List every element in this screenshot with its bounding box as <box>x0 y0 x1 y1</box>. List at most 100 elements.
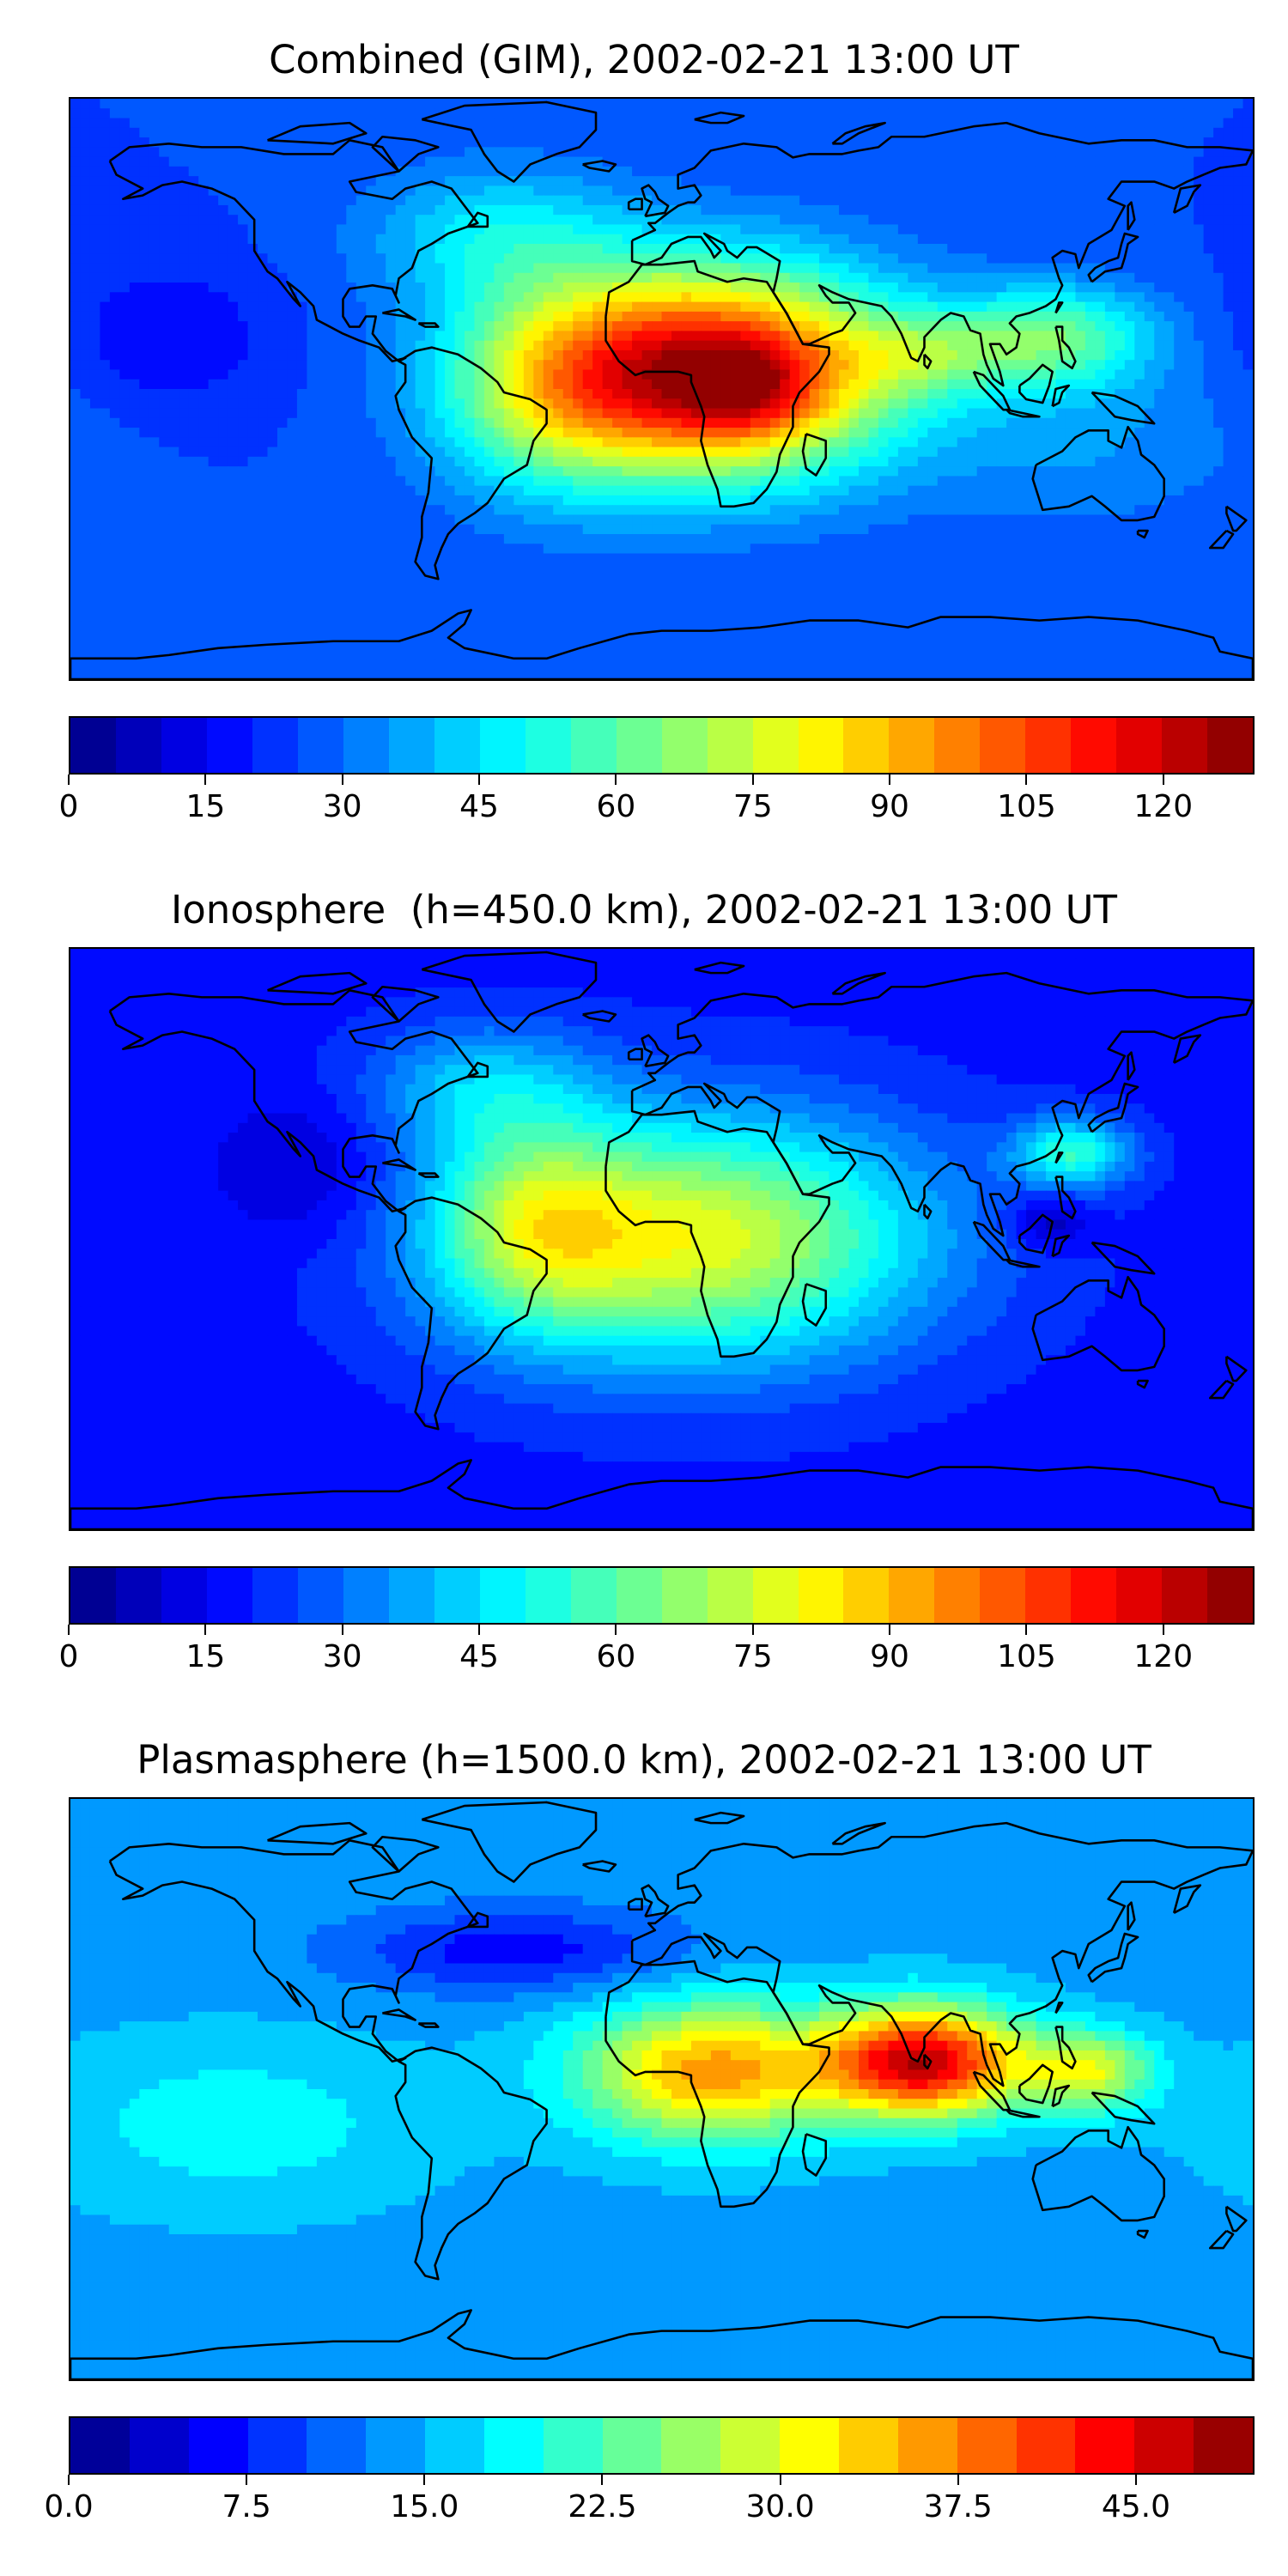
field-cell <box>276 428 289 438</box>
field-cell <box>454 215 465 226</box>
field-cell <box>829 195 840 206</box>
field-cell <box>908 204 919 216</box>
field-cell <box>445 331 456 342</box>
field-cell <box>198 166 210 177</box>
field-cell <box>474 389 485 399</box>
field-cell <box>276 118 289 129</box>
field-cell <box>543 147 554 158</box>
field-cell <box>346 456 357 467</box>
field-cell <box>386 234 397 245</box>
field-cell <box>454 301 465 313</box>
field-cell <box>1174 321 1185 331</box>
field-cell <box>750 417 761 428</box>
field-cell <box>1006 234 1018 245</box>
field-cell <box>445 272 456 283</box>
field-cell <box>513 301 525 313</box>
field-cell <box>454 263 465 274</box>
field-cell <box>425 108 436 119</box>
field-cell <box>386 215 397 226</box>
field-cell <box>454 185 465 197</box>
field-cell <box>533 437 544 448</box>
field-cell <box>897 408 908 419</box>
field-cell <box>1095 166 1106 177</box>
field-cell <box>1203 195 1214 206</box>
field-cell <box>996 244 1007 254</box>
field-cell <box>622 379 633 390</box>
field-cell <box>296 263 307 274</box>
field-cell <box>592 389 604 399</box>
field-cell <box>258 195 269 206</box>
field-cell <box>740 137 751 148</box>
field-cell <box>307 166 318 177</box>
field-cell <box>129 253 140 264</box>
field-cell <box>1095 379 1106 390</box>
field-cell <box>1213 349 1224 361</box>
field-cell <box>710 311 721 322</box>
field-cell <box>375 456 386 467</box>
field-cell <box>582 369 593 380</box>
field-cell <box>1046 195 1057 206</box>
field-cell <box>543 215 554 226</box>
field-cell <box>139 204 150 216</box>
field-cell <box>868 137 879 148</box>
field-cell <box>159 156 170 167</box>
field-cell <box>80 321 91 331</box>
field-cell <box>859 176 870 186</box>
field-cell <box>602 408 613 419</box>
field-cell <box>80 417 91 428</box>
field-cell <box>276 195 289 206</box>
field-cell <box>238 311 249 322</box>
field-cell <box>139 195 150 206</box>
field-cell <box>1065 234 1077 245</box>
field-cell <box>316 176 327 186</box>
field-cell <box>208 301 219 313</box>
field-cell <box>464 195 476 206</box>
field-cell <box>1075 99 1086 109</box>
field-cell <box>592 147 604 158</box>
field-cell <box>622 204 633 216</box>
field-cell <box>740 340 751 351</box>
field-cell <box>287 99 298 109</box>
field-cell <box>553 437 564 448</box>
field-cell <box>533 369 544 380</box>
field-cell <box>1242 311 1253 322</box>
field-cell <box>346 349 357 361</box>
field-cell <box>1124 244 1135 254</box>
field-cell <box>1134 437 1145 448</box>
field-cell <box>1036 349 1047 361</box>
field-cell <box>1223 185 1234 197</box>
field-cell <box>415 389 426 399</box>
field-cell <box>967 234 978 245</box>
field-cell <box>1046 204 1057 216</box>
field-cell <box>316 408 327 419</box>
field-cell <box>326 408 337 419</box>
field-cell <box>829 156 840 167</box>
field-cell <box>1075 204 1086 216</box>
field-cell <box>562 466 574 477</box>
field-cell <box>1016 428 1027 438</box>
field-cell <box>1065 118 1077 129</box>
field-cell <box>848 176 860 186</box>
field-cell <box>690 437 702 448</box>
field-cell <box>80 447 91 458</box>
field-cell <box>927 195 939 206</box>
field-cell <box>671 166 683 177</box>
field-cell <box>316 292 327 303</box>
field-cell <box>553 185 564 197</box>
field-cell <box>888 379 899 390</box>
field-cell <box>247 349 258 361</box>
field-cell <box>247 495 258 506</box>
field-cell <box>1194 283 1205 293</box>
field-cell <box>562 447 574 458</box>
field-cell <box>228 398 239 410</box>
field-cell <box>503 215 514 226</box>
field-cell <box>1174 224 1185 235</box>
field-cell <box>1213 118 1224 129</box>
field-cell <box>523 147 534 158</box>
field-cell <box>523 485 534 496</box>
field-cell <box>454 379 465 390</box>
field-cell <box>395 379 406 390</box>
field-cell <box>839 331 850 342</box>
field-cell <box>523 340 534 351</box>
field-cell <box>908 417 919 428</box>
